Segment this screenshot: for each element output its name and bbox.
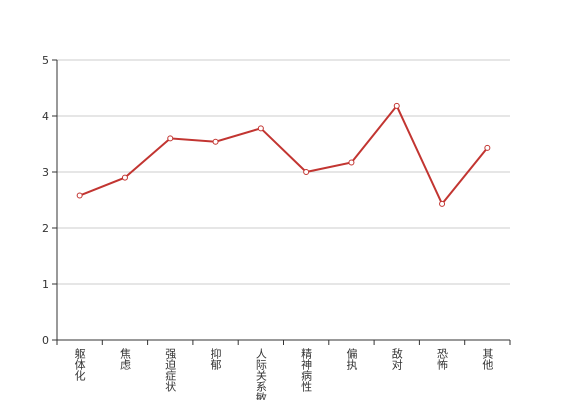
line (79, 104, 489, 206)
point (393, 102, 400, 109)
point (212, 138, 219, 145)
point (257, 125, 264, 132)
x-tick-label: 敌对 (390, 347, 403, 370)
point (167, 135, 174, 142)
y-tick-label: 3 (42, 166, 49, 179)
y-tick-label: 5 (42, 54, 49, 67)
x-tick-label: 强迫症状 (164, 348, 177, 392)
point (348, 159, 355, 166)
x-tick-label: 抑郁 (209, 347, 222, 370)
x-tick-label: 人际关系敏感 (254, 348, 267, 400)
x-tick-label: 偏执 (345, 347, 358, 371)
x-tick-label: 精神病性 (300, 348, 313, 393)
y-tick-label: 4 (42, 110, 49, 123)
x-tick-label: 焦虑 (118, 348, 131, 370)
x-tick-label: 躯体化 (73, 348, 86, 382)
y-tick-label: 2 (42, 222, 49, 235)
point (76, 192, 83, 199)
y-tick-label: 1 (42, 278, 49, 291)
point (439, 200, 446, 207)
x-tick-label: 其他 (481, 348, 494, 370)
x-tick-label: 恐怖 (436, 348, 449, 370)
point (484, 144, 491, 151)
point (121, 174, 128, 181)
y-tick-label: 0 (42, 334, 49, 347)
point (303, 169, 310, 175)
